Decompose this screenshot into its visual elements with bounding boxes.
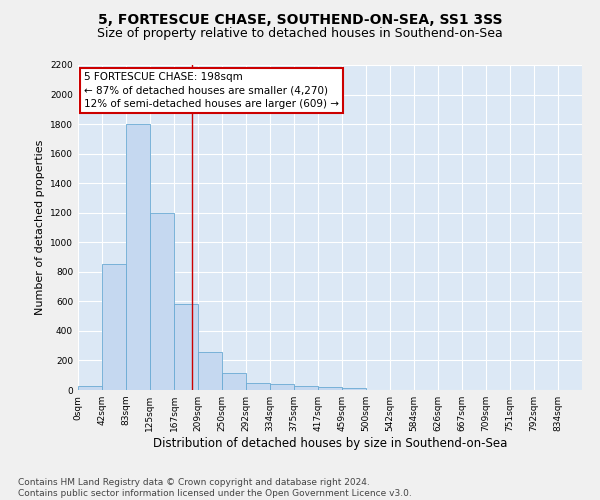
Y-axis label: Number of detached properties: Number of detached properties bbox=[35, 140, 44, 315]
Bar bbox=[198, 352, 222, 390]
Bar bbox=[318, 387, 342, 390]
Text: 5 FORTESCUE CHASE: 198sqm
← 87% of detached houses are smaller (4,270)
12% of se: 5 FORTESCUE CHASE: 198sqm ← 87% of detac… bbox=[84, 72, 339, 109]
Text: Contains HM Land Registry data © Crown copyright and database right 2024.
Contai: Contains HM Land Registry data © Crown c… bbox=[18, 478, 412, 498]
Bar bbox=[270, 384, 294, 390]
Bar bbox=[342, 388, 365, 390]
Bar bbox=[222, 373, 246, 390]
Bar bbox=[78, 386, 102, 390]
Bar bbox=[102, 264, 126, 390]
X-axis label: Distribution of detached houses by size in Southend-on-Sea: Distribution of detached houses by size … bbox=[153, 437, 507, 450]
Bar bbox=[150, 212, 174, 390]
Bar bbox=[174, 304, 198, 390]
Bar bbox=[126, 124, 150, 390]
Text: 5, FORTESCUE CHASE, SOUTHEND-ON-SEA, SS1 3SS: 5, FORTESCUE CHASE, SOUTHEND-ON-SEA, SS1… bbox=[98, 12, 502, 26]
Text: Size of property relative to detached houses in Southend-on-Sea: Size of property relative to detached ho… bbox=[97, 28, 503, 40]
Bar bbox=[294, 386, 318, 390]
Bar bbox=[246, 384, 270, 390]
